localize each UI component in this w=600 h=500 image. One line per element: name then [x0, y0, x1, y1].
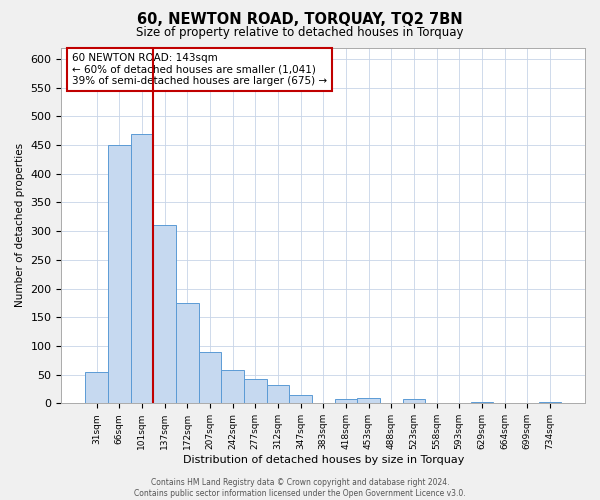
Bar — [85, 372, 108, 404]
Bar — [153, 226, 176, 404]
Text: 60, NEWTON ROAD, TORQUAY, TQ2 7BN: 60, NEWTON ROAD, TORQUAY, TQ2 7BN — [137, 12, 463, 28]
Bar — [335, 400, 357, 404]
Bar — [470, 402, 493, 404]
Bar — [357, 398, 380, 404]
Text: 60 NEWTON ROAD: 143sqm
← 60% of detached houses are smaller (1,041)
39% of semi-: 60 NEWTON ROAD: 143sqm ← 60% of detached… — [72, 53, 327, 86]
Bar — [266, 385, 289, 404]
Bar — [221, 370, 244, 404]
Text: Size of property relative to detached houses in Torquay: Size of property relative to detached ho… — [136, 26, 464, 39]
Bar — [403, 399, 425, 404]
Bar — [539, 402, 561, 404]
Bar — [199, 352, 221, 404]
X-axis label: Distribution of detached houses by size in Torquay: Distribution of detached houses by size … — [182, 455, 464, 465]
Bar — [108, 145, 131, 404]
Bar — [131, 134, 153, 404]
Bar — [289, 394, 312, 404]
Bar — [176, 303, 199, 404]
Y-axis label: Number of detached properties: Number of detached properties — [15, 144, 25, 308]
Text: Contains HM Land Registry data © Crown copyright and database right 2024.
Contai: Contains HM Land Registry data © Crown c… — [134, 478, 466, 498]
Bar — [244, 379, 266, 404]
